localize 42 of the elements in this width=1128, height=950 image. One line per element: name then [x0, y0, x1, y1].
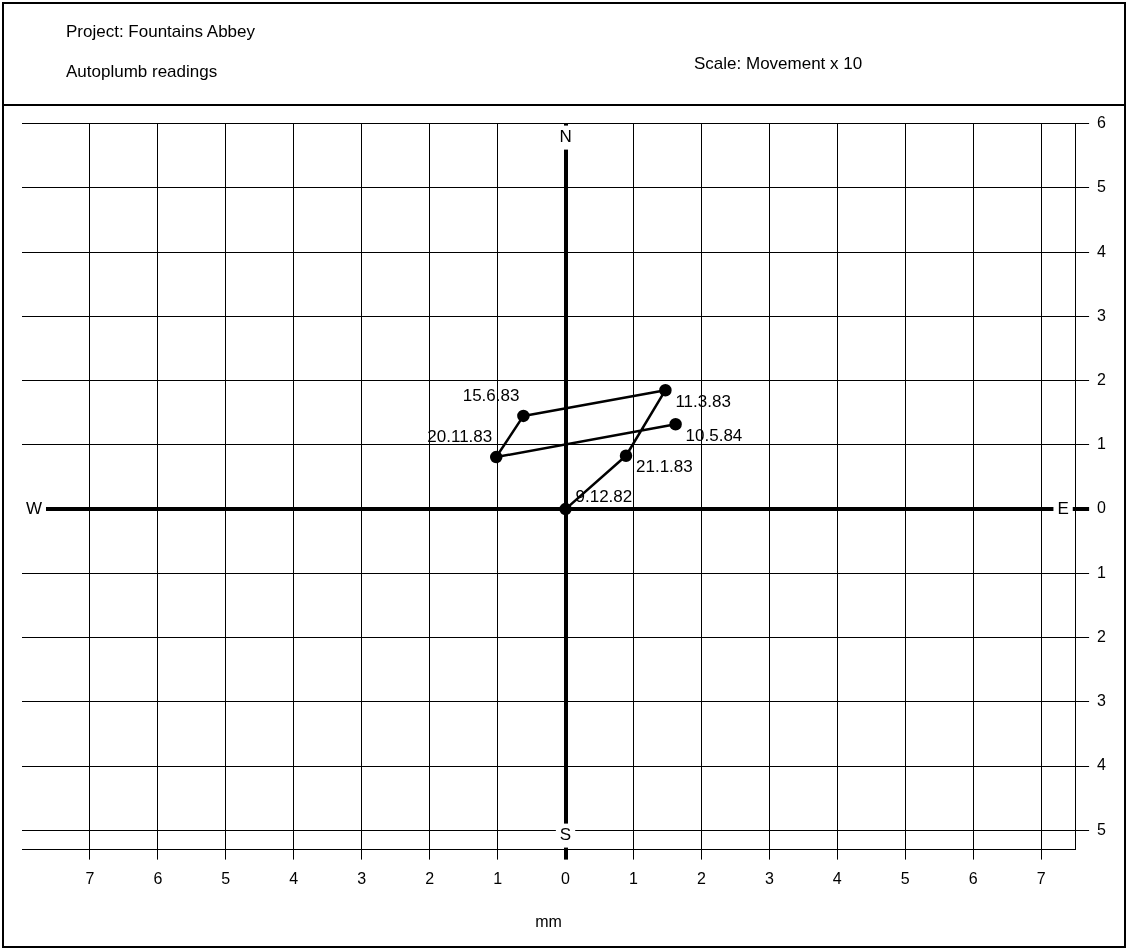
- y-tick-label: 1: [1097, 435, 1107, 453]
- text: Scale: Movement x 10: [694, 54, 863, 74]
- x-tick-label: 5: [221, 869, 231, 887]
- y-tick-label: 6: [1097, 114, 1107, 132]
- x-tick-label: 0: [561, 869, 571, 887]
- chart-subtitle: Autoplumb readings: [66, 62, 218, 82]
- x-tick-label: 3: [357, 869, 367, 887]
- x-tick-label: 5: [900, 869, 910, 887]
- x-tick-label: 1: [493, 869, 503, 887]
- annotation: W: [25, 498, 43, 518]
- x-tick-label: 2: [425, 869, 435, 887]
- x-tick-label: 1: [629, 869, 639, 887]
- x-tick-label: 4: [289, 869, 299, 887]
- y-tick-label: 3: [1097, 692, 1107, 710]
- y-tick-label: 5: [1097, 820, 1107, 838]
- point: [489, 450, 503, 464]
- annotation: 21.1.83: [636, 457, 693, 477]
- y-tick-label: 4: [1097, 242, 1107, 260]
- x-tick-label: 2: [696, 869, 706, 887]
- y-tick-label: 3: [1097, 306, 1107, 324]
- x-tick-label: 6: [153, 869, 163, 887]
- point: [669, 418, 682, 431]
- y-tick-label: 4: [1097, 756, 1107, 774]
- annotation: E: [1057, 498, 1069, 518]
- point: [517, 409, 530, 423]
- x-tick-label: 3: [764, 869, 774, 887]
- point: [559, 502, 572, 516]
- point: [619, 449, 633, 463]
- chart-title: Project: Fountains Abbey: [66, 22, 256, 42]
- x-tick-label: 7: [1036, 869, 1046, 887]
- y-tick-label: 0: [1097, 499, 1107, 517]
- x-axis-title: mm: [535, 912, 562, 930]
- annotation: N: [559, 127, 572, 147]
- x-tick-label: 7: [85, 869, 95, 887]
- y-tick-label: 1: [1097, 563, 1107, 581]
- x-tick-label: 4: [832, 869, 842, 887]
- y-tick-label: 5: [1097, 178, 1107, 196]
- y-tick-label: 2: [1097, 371, 1107, 388]
- annotation: S: [559, 825, 572, 845]
- y-tick-label: 2: [1097, 627, 1107, 645]
- point: [659, 383, 672, 397]
- x-tick-label: 6: [968, 869, 978, 887]
